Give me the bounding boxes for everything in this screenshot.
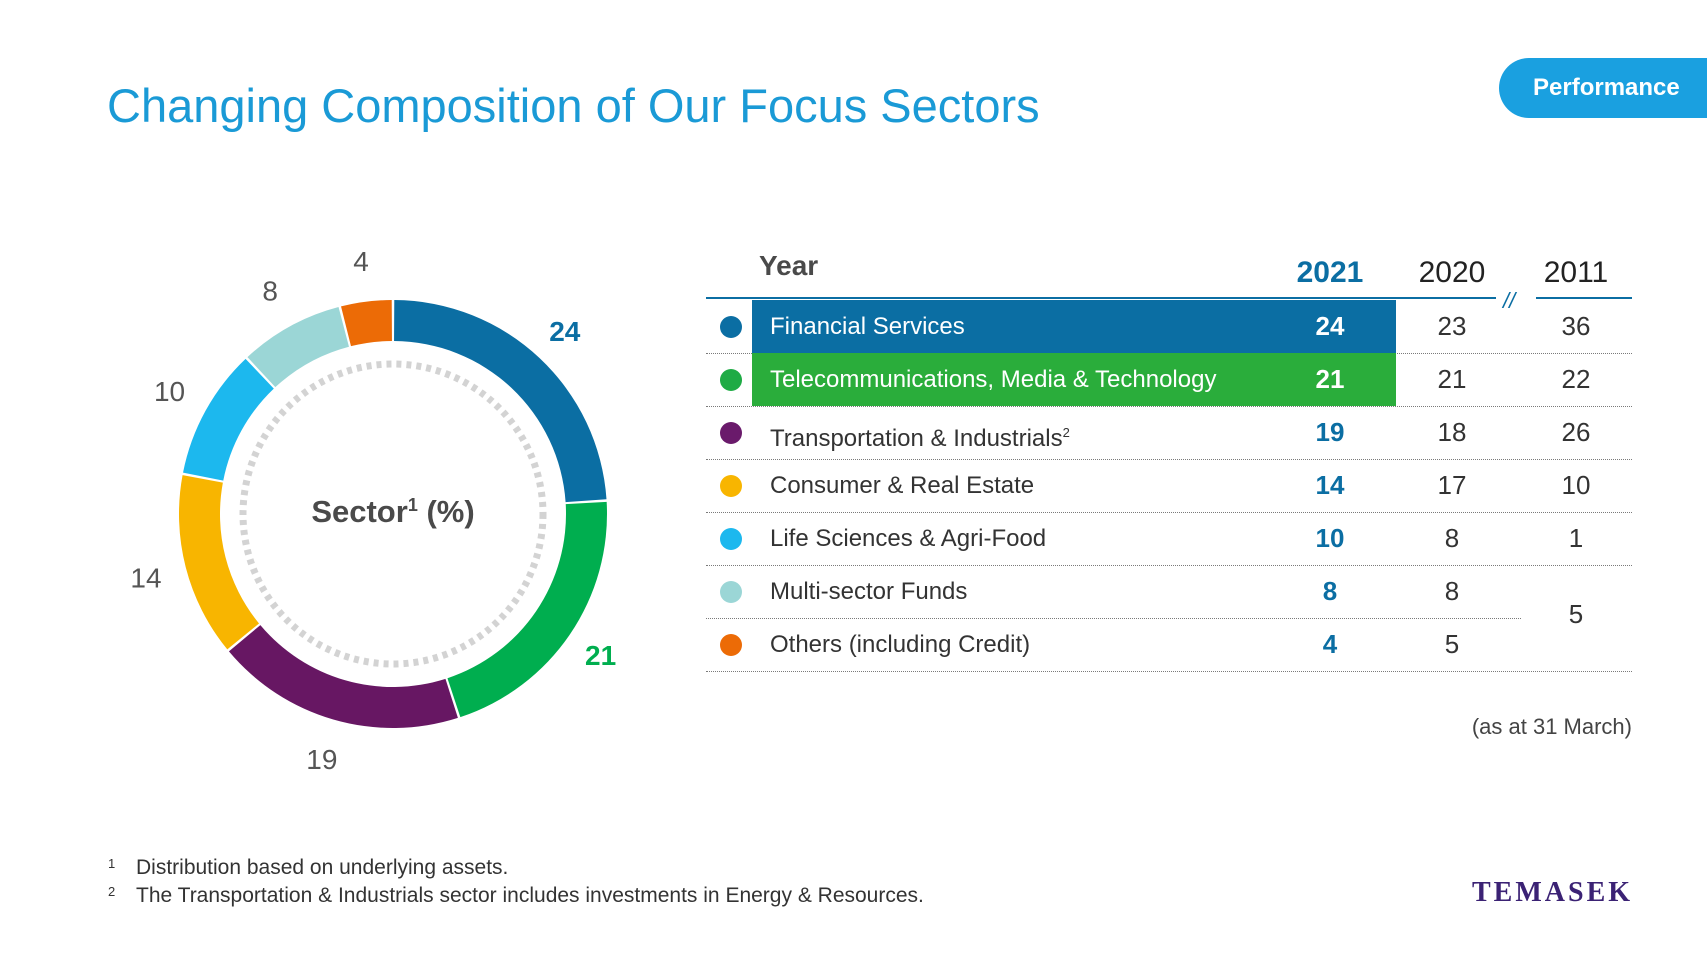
row-divider — [706, 565, 1632, 566]
sector-name: Consumer & Real Estate — [770, 472, 1035, 499]
value-2011: 1 — [1568, 523, 1584, 553]
legend-dot — [720, 369, 742, 391]
donut-data-label: 4 — [353, 250, 369, 277]
donut-data-label: 19 — [306, 744, 337, 770]
legend-dot — [720, 528, 742, 550]
sector-name: Telecommunications, Media & Technology — [770, 366, 1217, 393]
col-head-2011: 2011 — [1543, 256, 1609, 289]
value-2020: 5 — [1444, 629, 1460, 659]
donut-data-label: 10 — [154, 376, 185, 407]
legend-dot — [720, 634, 742, 656]
sector-name: Multi-sector Funds — [770, 578, 968, 605]
legend-dot — [720, 316, 742, 338]
section-badge: Performance — [1499, 58, 1707, 118]
footnote-2-text: The Transportation & Industrials sector … — [136, 884, 924, 907]
donut-slice — [447, 501, 607, 718]
legend-dot — [720, 422, 742, 444]
sector-name: Financial Services — [770, 313, 965, 340]
row-divider — [706, 618, 1521, 619]
donut-data-label: 14 — [130, 562, 161, 593]
sector-name: Others (including Credit) — [770, 631, 1031, 658]
value-2021: 19 — [1315, 417, 1345, 447]
header-rule-2011 — [1536, 297, 1632, 299]
donut-slice — [341, 300, 392, 347]
row-divider — [706, 671, 1632, 672]
donut-data-label: 8 — [262, 276, 278, 307]
sector-name: Transportation & Industrials2 — [770, 425, 1070, 452]
value-2011: 36 — [1561, 311, 1591, 341]
value-2011: 10 — [1561, 470, 1591, 500]
table-row: Life Sciences & Agri-Food 10 8 1 — [706, 512, 1632, 565]
value-2021: 8 — [1322, 576, 1338, 606]
donut-data-label: 21 — [585, 640, 616, 671]
value-2011: 22 — [1561, 364, 1591, 394]
row-divider — [706, 459, 1632, 460]
footnote-1: 1 Distribution based on underlying assets… — [108, 856, 508, 880]
table-row: Transportation & Industrials2 19 18 26 — [706, 406, 1632, 459]
year-header: Year — [759, 250, 819, 281]
value-2020: 8 — [1444, 523, 1460, 553]
table-row: Consumer & Real Estate 14 17 10 — [706, 459, 1632, 512]
as-at-note: (as at 31 March) — [1471, 714, 1632, 739]
value-2021: 14 — [1315, 470, 1345, 500]
value-2020: 17 — [1437, 470, 1467, 500]
temasek-logo: TEMASEK — [1472, 877, 1634, 908]
table-row: Telecommunications, Media & Technology 21… — [706, 353, 1632, 406]
col-head-2020: 2020 — [1418, 256, 1486, 289]
donut-slice — [247, 307, 349, 388]
footnote-2: 2 The Transportation & Industrials sector… — [108, 884, 924, 908]
value-2020: 21 — [1437, 364, 1467, 394]
row-highlight — [752, 300, 1396, 353]
table-row: Financial Services 24 23 36 — [706, 300, 1632, 353]
sector-name: Life Sciences & Agri-Food — [770, 525, 1047, 552]
table-row: Others (including Credit) 4 5 — [706, 618, 1632, 671]
page-title: Changing Composition of Our Focus Sector… — [107, 79, 1040, 132]
footnote-1-number: 1 — [108, 856, 116, 871]
value-2021: 10 — [1315, 523, 1345, 553]
footnote-2-number: 2 — [108, 884, 116, 899]
legend-dot — [720, 581, 742, 603]
value-2020: 23 — [1437, 311, 1467, 341]
col-head-2021: 2021 — [1296, 256, 1364, 289]
donut-data-label: 24 — [549, 316, 581, 347]
sector-donut-chart: Sector1 (%) 24 21 19 14 10 8 4 — [130, 250, 616, 770]
footnote-1-text: Distribution based on underlying assets. — [136, 856, 509, 879]
value-2021: 4 — [1322, 629, 1338, 659]
donut-center-label: Sector1 (%) — [311, 494, 474, 529]
donut-inner-dashed-ring — [239, 360, 547, 668]
donut-slice — [394, 300, 607, 503]
header-rule — [706, 297, 1496, 299]
donut-slice — [183, 358, 274, 481]
value-2020: 18 — [1437, 417, 1467, 447]
value-2021: 24 — [1315, 311, 1345, 341]
donut-slice — [179, 475, 260, 650]
row-divider — [706, 406, 1632, 407]
merged-2011-value: 5 — [1568, 599, 1584, 629]
row-highlight — [752, 353, 1396, 406]
legend-dot — [720, 475, 742, 497]
value-2011: 26 — [1561, 417, 1591, 447]
value-2020: 8 — [1444, 576, 1460, 606]
value-2021: 21 — [1315, 364, 1345, 394]
donut-slice — [228, 625, 458, 728]
table-row: Multi-sector Funds 8 8 — [706, 565, 1632, 618]
row-divider — [706, 512, 1632, 513]
year-break-mark: // — [1503, 288, 1516, 313]
